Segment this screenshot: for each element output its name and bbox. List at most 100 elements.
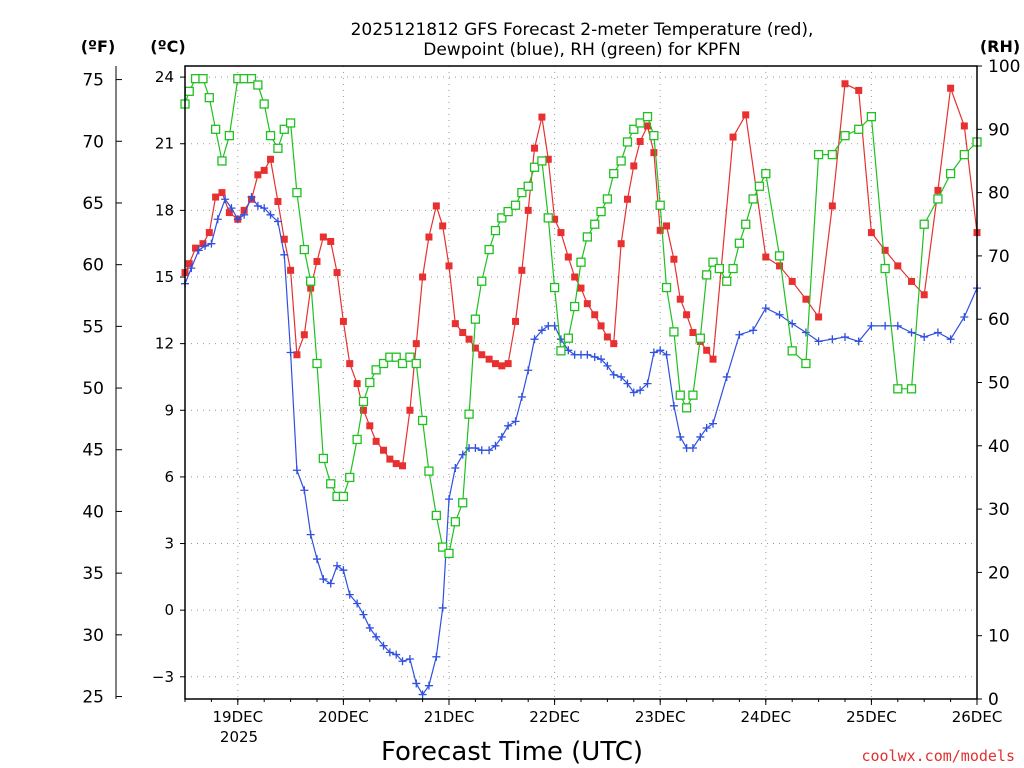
dewpoint-point	[313, 555, 321, 564]
dewpoint-point	[696, 432, 705, 441]
dewpoint-point	[960, 312, 969, 321]
temperature-point	[623, 195, 631, 203]
temperature-point	[583, 300, 591, 308]
dewpoint-point	[286, 348, 295, 357]
temperature-point	[867, 229, 875, 237]
temperature-point	[544, 155, 552, 163]
dewpoint-line	[184, 195, 978, 696]
dewpoint-point	[590, 352, 599, 361]
temperature-point	[650, 149, 658, 157]
temperature-point	[359, 406, 367, 414]
rh-point	[450, 517, 460, 527]
temperature-point	[504, 360, 512, 368]
rh-point	[590, 219, 600, 229]
rh-point	[616, 156, 626, 166]
rh-point	[253, 80, 263, 90]
temperature-point	[254, 171, 262, 179]
temperature-point	[185, 260, 193, 268]
rh-point	[265, 130, 276, 141]
x-tick-label: 25DEC	[846, 708, 897, 726]
dewpoint-point	[597, 355, 606, 364]
dewpoint-point	[247, 193, 256, 202]
dewpoint-point	[306, 530, 315, 539]
temperature-point	[512, 317, 520, 325]
dewpoint-point	[359, 610, 368, 619]
x-tick-label: 23DEC	[635, 708, 686, 726]
rh-point	[741, 219, 751, 229]
series-rh	[180, 74, 982, 559]
rh-point	[431, 510, 441, 521]
dewpoint-point	[617, 372, 626, 381]
credit-text: coolwx.com/models	[861, 747, 1015, 765]
rh-point	[477, 276, 487, 286]
c-tick-label: 24	[155, 68, 174, 86]
rh-tick-label: 60	[988, 310, 1010, 330]
temperature-point	[894, 262, 902, 270]
rh-point	[326, 479, 336, 489]
rh-point	[484, 244, 494, 255]
temperature-point	[260, 166, 268, 174]
dewpoint-point	[187, 264, 196, 273]
dewpoint-point	[801, 328, 810, 337]
temperature-point	[419, 273, 427, 281]
temperature-point	[451, 320, 459, 328]
dewpoint-point	[629, 388, 638, 397]
rh-point	[464, 409, 474, 419]
temperature-point	[729, 133, 737, 141]
right-axis-label: (RH)	[980, 37, 1020, 56]
rh-point	[629, 124, 639, 134]
rh-point	[259, 99, 269, 109]
dewpoint-point	[233, 215, 242, 224]
series-dewpoint	[181, 193, 981, 699]
rh-line	[184, 78, 978, 555]
dewpoint-point	[583, 350, 592, 359]
dewpoint-point	[656, 346, 665, 355]
c-tick-label: 12	[155, 335, 174, 353]
dewpoint-point	[292, 466, 301, 475]
f-tick-label: 65	[82, 194, 104, 214]
dewpoint-point	[201, 241, 210, 250]
c-tick-label: 18	[155, 201, 174, 219]
rh-point	[345, 472, 355, 483]
f-tick-label: 35	[82, 564, 104, 584]
dewpoint-point	[550, 321, 559, 330]
rh-point	[529, 162, 540, 172]
temperature-point	[287, 266, 295, 274]
dewpoint-point	[412, 679, 421, 688]
dewpoint-point	[365, 623, 374, 632]
temperature-point	[353, 380, 361, 388]
rh-point	[933, 194, 943, 204]
temperature-point	[205, 229, 213, 237]
dewpoint-point	[893, 321, 902, 330]
rh-point	[675, 390, 685, 400]
rh-point	[279, 124, 289, 134]
temperature-point	[597, 322, 605, 330]
dewpoint-point	[333, 561, 342, 570]
c-tick-label: 6	[164, 468, 174, 486]
temperature-point	[300, 331, 308, 339]
year-label: 2025	[220, 728, 258, 746]
temperature-point	[471, 344, 479, 352]
temperature-point	[218, 189, 226, 197]
dewpoint-point	[273, 217, 282, 226]
rh-point	[748, 194, 758, 204]
c-tick-label: 0	[164, 601, 174, 619]
rh-point	[318, 453, 328, 464]
dewpoint-point	[379, 641, 388, 650]
x-tick-label: 19DEC	[213, 708, 264, 726]
dewpoint-point	[471, 444, 480, 453]
temperature-point	[828, 202, 836, 210]
dewpoint-point	[603, 361, 612, 370]
dewpoint-point	[676, 432, 685, 441]
dewpoint-point	[623, 379, 632, 388]
dewpoint-point	[636, 386, 645, 395]
temperature-point	[689, 329, 697, 337]
rh-point	[273, 143, 283, 153]
dewpoint-point	[392, 650, 401, 659]
dewpoint-point	[517, 392, 526, 401]
temperature-point	[630, 162, 638, 170]
plot-frame	[184, 65, 978, 700]
temperature-point	[683, 311, 691, 319]
rh-point	[224, 130, 235, 141]
rh-point	[405, 352, 415, 362]
